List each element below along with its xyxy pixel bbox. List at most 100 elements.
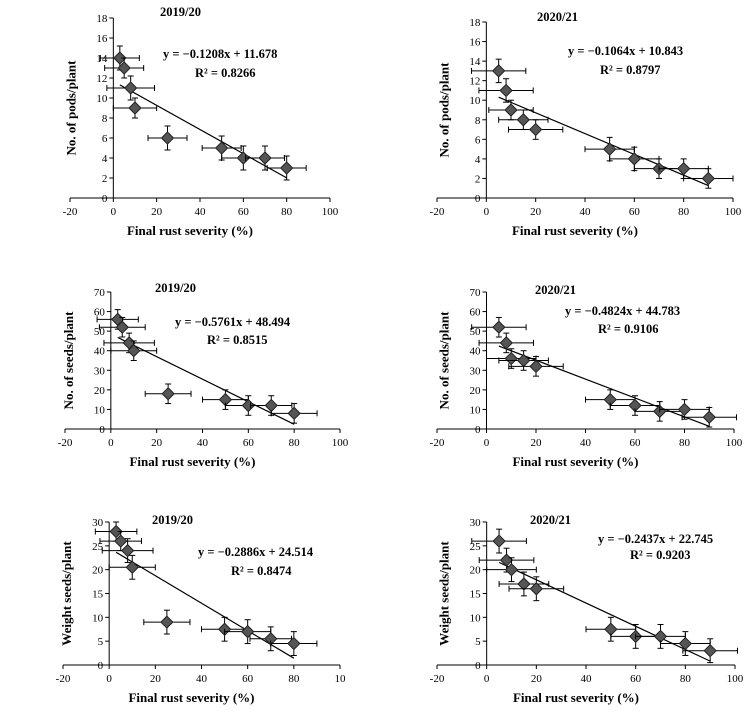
diamond-marker <box>702 410 716 424</box>
y-tick-label: 10 <box>92 612 104 624</box>
x-tick-label: 20 <box>151 437 163 449</box>
trendline <box>119 84 287 179</box>
diamond-marker <box>125 560 139 574</box>
r-squared: R² = 0.8474 <box>231 564 292 578</box>
chart-title: 2019/20 <box>160 5 201 19</box>
diamond-marker <box>627 152 642 166</box>
data-point <box>266 155 307 181</box>
diamond-marker <box>528 122 543 137</box>
diamond-marker <box>516 113 531 127</box>
x-tick-label: 80 <box>281 206 293 218</box>
chart-panel-1: 0 2 4 6 8 10 12 14 16 18 -20 0 20 40 60 80 100 2019/20 y =… <box>63 5 339 238</box>
y-axis-label: Weight seeds/plant <box>437 541 452 646</box>
chart-panel-3: 0 10 20 30 40 50 60 70 -20 0 20 40 60 80 100 2019/20 y =… <box>58 281 349 469</box>
x-tick-label: -20 <box>430 673 445 685</box>
y-tick-label: 25 <box>92 541 104 553</box>
y-axis-label: No. of seeds/plant <box>437 311 452 410</box>
y-tick-label: 0 <box>99 424 105 436</box>
regression-equation: y = −0.1064x + 10.843 <box>568 44 683 58</box>
data-point <box>245 145 285 171</box>
y-tick-label: 0 <box>102 193 108 205</box>
r-squared: R² = 0.8515 <box>207 333 268 347</box>
diamond-marker <box>701 171 716 186</box>
x-axis-label: Final rust severity (%) <box>128 690 254 705</box>
trendline <box>498 561 711 662</box>
x-tick-label: 80 <box>678 206 690 218</box>
x-axis-label: Final rust severity (%) <box>512 454 638 469</box>
data-point <box>101 538 154 564</box>
diamond-marker <box>264 398 278 413</box>
data-point <box>609 146 660 172</box>
diamond-marker <box>109 524 123 539</box>
y-tick-label: 8 <box>102 113 108 125</box>
y-tick-label: 14 <box>96 53 108 65</box>
y-tick-label: 0 <box>475 660 481 672</box>
diamond-marker <box>113 51 127 65</box>
diamond-marker <box>214 141 229 155</box>
y-tick-label: 20 <box>94 385 106 397</box>
y-tick-label: 12 <box>469 76 480 88</box>
x-tick-label: 40 <box>197 437 209 449</box>
y-tick-label: 10 <box>94 404 106 416</box>
x-tick-label: 100 <box>332 437 349 449</box>
diamond-marker <box>529 359 543 374</box>
data-point <box>471 58 527 84</box>
y-axis-label: Weight seeds/plant <box>59 541 74 646</box>
y-tick-label: 16 <box>469 37 481 49</box>
x-tick-label: 40 <box>580 437 592 449</box>
x-tick-label: 10 <box>335 673 347 685</box>
x-axis-label: Final rust severity (%) <box>512 223 638 238</box>
diamond-marker <box>120 543 135 558</box>
y-tick-label: 30 <box>470 517 482 529</box>
y-tick-label: 5 <box>475 636 481 648</box>
diamond-marker <box>279 161 294 175</box>
y-tick-label: 20 <box>92 565 104 577</box>
x-tick-label: 60 <box>630 437 642 449</box>
y-tick-label: 10 <box>469 95 481 107</box>
data-point <box>224 619 272 645</box>
x-tick-label: 80 <box>288 673 300 685</box>
data-point <box>486 348 537 369</box>
data-point <box>471 316 527 338</box>
r-squared: R² = 0.8797 <box>600 63 661 77</box>
y-tick-label: 15 <box>470 589 482 601</box>
trendline <box>115 551 295 659</box>
x-tick-label: 20 <box>531 437 543 449</box>
diamond-marker <box>517 577 531 591</box>
diamond-marker <box>117 61 131 75</box>
diamond-marker <box>529 582 544 596</box>
regression-equation: y = −0.2886x + 24.514 <box>198 545 314 559</box>
data-point <box>94 521 138 542</box>
y-tick-label: 40 <box>470 346 482 358</box>
y-tick-label: 2 <box>475 173 481 185</box>
data-point <box>585 616 637 642</box>
diamond-marker <box>602 142 617 156</box>
data-point <box>106 75 155 101</box>
y-tick-label: 60 <box>470 307 482 319</box>
diamond-marker <box>241 398 256 413</box>
data-point <box>659 399 710 420</box>
data-point <box>681 406 737 428</box>
regression-equation: y = −0.4824x + 44.783 <box>565 304 680 318</box>
y-tick-label: 60 <box>94 307 106 319</box>
y-tick-label: 50 <box>470 326 482 338</box>
x-axis-label: Final rust severity (%) <box>127 223 253 238</box>
diamond-marker <box>287 406 301 421</box>
r-squared: R² = 0.8266 <box>195 66 256 80</box>
data-point <box>104 57 145 79</box>
diamond-marker <box>703 643 717 658</box>
data-point <box>249 626 293 652</box>
x-tick-label: 60 <box>238 206 250 218</box>
x-tick-label: -20 <box>56 673 71 685</box>
y-tick-label: 16 <box>96 33 108 45</box>
chart-title: 2019/20 <box>155 281 196 295</box>
data-point <box>270 631 318 656</box>
y-tick-label: 30 <box>470 365 482 377</box>
y-tick-label: 30 <box>92 517 104 529</box>
data-point <box>486 557 537 583</box>
x-tick-label: -20 <box>430 206 445 218</box>
y-tick-label: 50 <box>94 326 106 338</box>
x-axis-label: Final rust severity (%) <box>129 454 255 469</box>
y-tick-label: 6 <box>102 133 108 145</box>
